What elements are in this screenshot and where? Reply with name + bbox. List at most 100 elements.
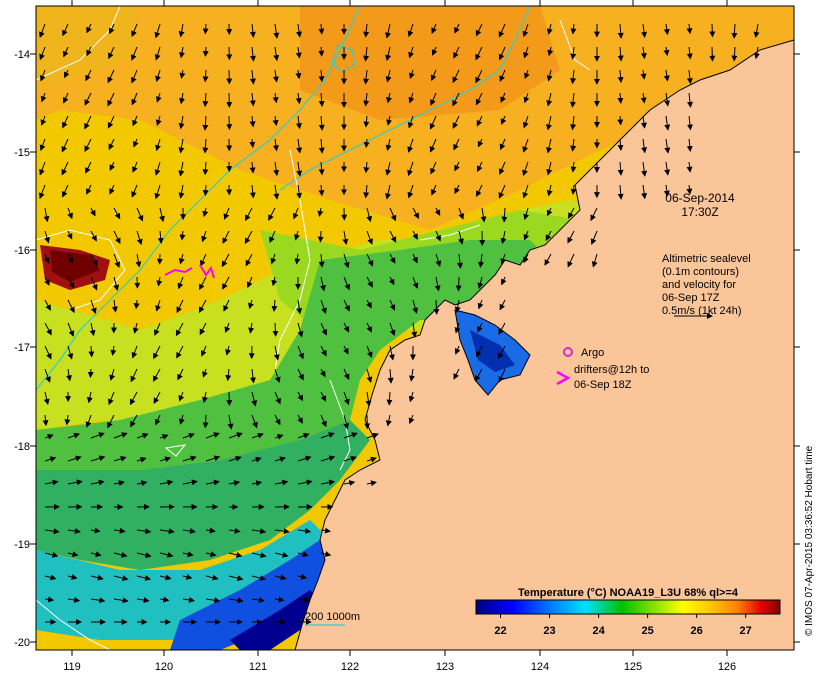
velocity-arrow xyxy=(136,528,152,535)
velocity-arrow xyxy=(320,345,327,357)
velocity-arrow xyxy=(320,432,335,439)
velocity-arrow xyxy=(366,253,374,267)
altimetry-line: and velocity for xyxy=(662,279,736,291)
velocity-arrow xyxy=(475,46,483,61)
velocity-arrow xyxy=(664,138,671,154)
velocity-arrow xyxy=(159,528,175,535)
velocity-arrow xyxy=(154,161,161,176)
velocity-arrow xyxy=(44,434,54,440)
velocity-arrow xyxy=(318,184,325,197)
velocity-arrow xyxy=(295,92,302,105)
velocity-arrow xyxy=(202,115,209,131)
velocity-arrow xyxy=(343,345,349,355)
velocity-arrow xyxy=(244,230,253,245)
velocity-arrow xyxy=(320,551,332,557)
velocity-arrow xyxy=(39,69,46,82)
colorbar-ticks: 22 23 24 25 26 27 xyxy=(494,614,752,637)
velocity-arrow xyxy=(386,391,393,406)
velocity-arrow xyxy=(182,573,193,580)
velocity-arrow xyxy=(546,184,553,197)
velocity-arrow xyxy=(569,92,576,108)
velocity-arrow xyxy=(546,207,553,217)
velocity-arrow xyxy=(228,551,243,558)
velocity-arrow xyxy=(663,23,670,36)
velocity-arrow xyxy=(39,23,46,39)
velocity-arrow xyxy=(225,345,231,356)
velocity-arrow xyxy=(296,138,303,154)
velocity-arrow xyxy=(363,115,370,128)
velocity-arrow xyxy=(292,207,299,220)
velocity-arrow xyxy=(319,368,326,378)
velocity-arrow xyxy=(44,479,59,486)
velocity-arrow xyxy=(178,161,185,177)
velocity-arrow xyxy=(136,456,147,463)
velocity-arrow xyxy=(131,184,138,198)
lon-tick-label: 119 xyxy=(63,661,81,673)
velocity-arrow xyxy=(251,391,258,407)
velocity-arrow xyxy=(456,253,463,269)
velocity-arrow xyxy=(274,551,289,558)
velocity-arrow xyxy=(407,23,414,38)
velocity-arrow xyxy=(67,276,75,289)
velocity-arrow xyxy=(132,161,138,173)
velocity-arrow xyxy=(67,596,81,603)
velocity-arrow xyxy=(318,69,325,83)
velocity-arrow xyxy=(113,527,126,534)
velocity-arrow xyxy=(454,161,460,172)
velocity-arrow xyxy=(44,368,51,383)
velocity-arrow xyxy=(366,276,373,288)
velocity-arrow xyxy=(297,391,303,402)
velocity-arrow xyxy=(498,23,506,38)
velocity-arrow xyxy=(132,138,139,148)
velocity-arrow xyxy=(249,69,256,85)
velocity-arrow xyxy=(500,253,507,265)
velocity-arrow xyxy=(454,345,461,355)
velocity-arrow xyxy=(435,230,441,242)
velocity-arrow xyxy=(251,432,264,439)
velocity-arrow xyxy=(320,299,327,315)
velocity-arrow xyxy=(295,69,302,80)
velocity-arrow xyxy=(251,414,258,429)
isobaths xyxy=(35,5,531,391)
velocity-arrow xyxy=(223,207,230,220)
velocity-arrow xyxy=(318,138,325,154)
velocity-arrow xyxy=(731,23,738,39)
lon-tick-label: 120 xyxy=(155,661,173,673)
velocity-arrow xyxy=(686,69,693,85)
velocity-arrow xyxy=(412,207,419,219)
velocity-arrow xyxy=(113,253,121,269)
velocity-arrow xyxy=(546,161,553,176)
velocity-arrow xyxy=(407,115,414,129)
velocity-arrow xyxy=(318,23,325,35)
velocity-arrow xyxy=(269,230,276,244)
velocity-arrow xyxy=(107,414,115,429)
velocity-arrow xyxy=(617,115,624,126)
velocity-arrow xyxy=(498,184,506,199)
velocity-arrow xyxy=(434,207,441,216)
velocity-arrow xyxy=(228,597,244,604)
velocity-arrow xyxy=(499,161,506,175)
lat-tick-label: -20 xyxy=(14,637,30,649)
velocity-arrow xyxy=(522,184,529,199)
velocity-arrow xyxy=(365,391,372,407)
velocity-arrow xyxy=(366,456,377,463)
velocity-arrow xyxy=(431,23,437,35)
velocity-arrow xyxy=(366,322,372,333)
velocity-arrow xyxy=(664,161,671,176)
velocity-arrow xyxy=(136,207,144,222)
velocity-arrow xyxy=(389,253,396,264)
velocity-arrow xyxy=(617,161,624,176)
velocity-arrow xyxy=(389,207,397,222)
velocity-arrow xyxy=(202,391,208,404)
velocity-arrow xyxy=(389,299,396,311)
isobath-label: 200 1000m xyxy=(305,611,360,623)
velocity-arrow xyxy=(568,207,575,219)
velocity-arrow xyxy=(476,184,483,197)
velocity-arrow xyxy=(686,23,693,35)
velocity-arrow xyxy=(500,115,507,125)
velocity-arrow xyxy=(113,480,125,486)
velocity-arrow xyxy=(178,184,185,199)
velocity-arrow xyxy=(90,432,105,439)
velocity-arrow xyxy=(320,527,331,534)
